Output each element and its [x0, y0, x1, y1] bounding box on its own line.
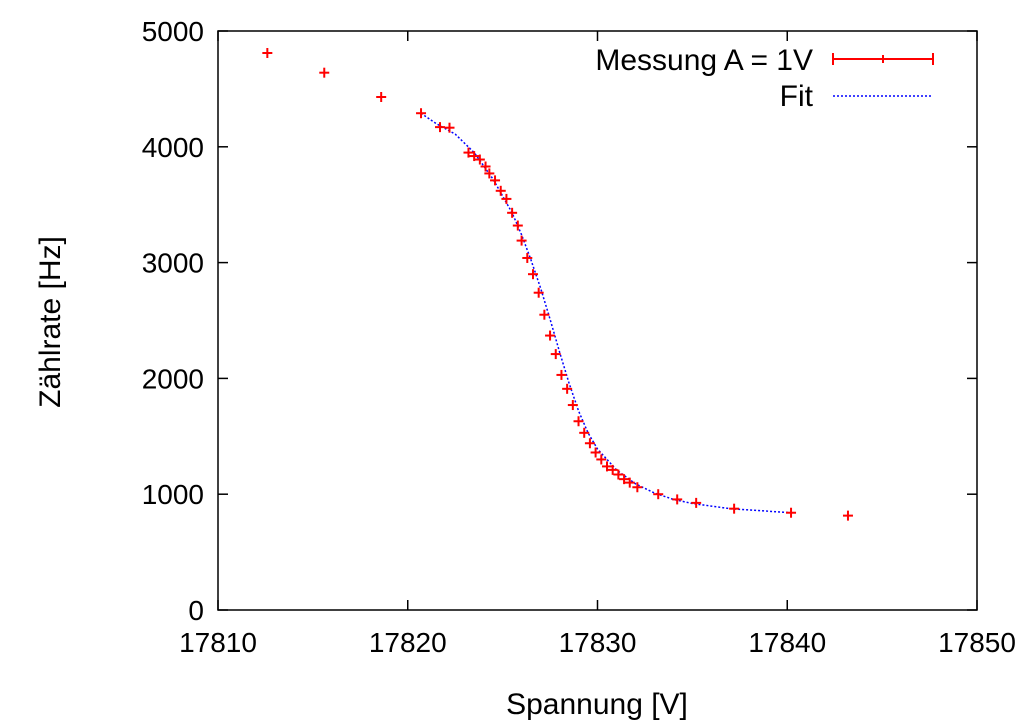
data-point [550, 349, 561, 360]
y-tick-label: 3000 [142, 248, 204, 279]
data-point [501, 193, 512, 204]
data-point [376, 92, 387, 103]
y-tick-label: 1000 [142, 479, 204, 510]
data-point [495, 185, 506, 196]
legend-label-measurement: Messung A = 1V [595, 44, 813, 77]
data-point [691, 497, 702, 508]
data-point [262, 48, 273, 59]
data-point [653, 489, 664, 500]
data-point [512, 220, 523, 231]
data-point [527, 269, 538, 280]
data-point [556, 369, 567, 380]
fit-curve [420, 112, 792, 514]
data-point [624, 477, 635, 488]
x-tick-label: 17810 [179, 627, 257, 658]
data-point [672, 494, 683, 505]
data-point [319, 67, 330, 78]
x-tick-label: 17850 [938, 627, 1016, 658]
y-tick-label: 5000 [142, 16, 204, 47]
data-point [539, 309, 550, 320]
data-point [516, 235, 527, 246]
data-point [474, 154, 485, 165]
data-point [545, 330, 556, 341]
data-point [632, 482, 643, 493]
data-point [601, 461, 612, 472]
data-point [584, 438, 595, 449]
y-tick-label: 0 [188, 595, 204, 626]
ticks: 17810 17820 17830 17840 17850 0 1000 2000 3000 40… [142, 16, 1016, 658]
x-axis-title: Spannung [V] [506, 688, 688, 721]
data-point [522, 252, 533, 263]
legend-sample-measurement [832, 53, 934, 65]
data-point [416, 108, 427, 119]
data-point [533, 287, 544, 298]
y-tick-label: 2000 [142, 363, 204, 394]
data-point [573, 416, 584, 427]
fit-series [420, 112, 792, 514]
data-point [842, 510, 853, 521]
data-point [619, 474, 630, 485]
x-tick-label: 17840 [748, 627, 826, 658]
measurement-series [262, 48, 853, 521]
data-point [590, 447, 601, 458]
data-point [562, 383, 573, 394]
data-point [613, 469, 624, 480]
data-point [469, 151, 480, 162]
data-point [729, 503, 740, 514]
data-point [786, 507, 797, 518]
legend-label-fit: Fit [780, 80, 814, 113]
data-point [444, 122, 455, 133]
y-axis-title: Zählrate [Hz] [34, 236, 67, 408]
y-tick-label: 4000 [142, 132, 204, 163]
x-tick-label: 17820 [369, 627, 447, 658]
data-point [484, 168, 495, 179]
data-point [463, 147, 474, 158]
data-point [607, 464, 618, 475]
axes [217, 30, 978, 611]
x-tick-label: 17830 [559, 627, 637, 658]
data-point [567, 400, 578, 411]
legend: Messung A = 1V Fit [595, 44, 934, 113]
data-point [490, 175, 501, 186]
data-point [507, 207, 518, 218]
data-point [435, 122, 446, 133]
data-point [480, 161, 491, 172]
data-point [579, 427, 590, 438]
plot-frame [217, 30, 978, 611]
data-point [596, 454, 607, 465]
